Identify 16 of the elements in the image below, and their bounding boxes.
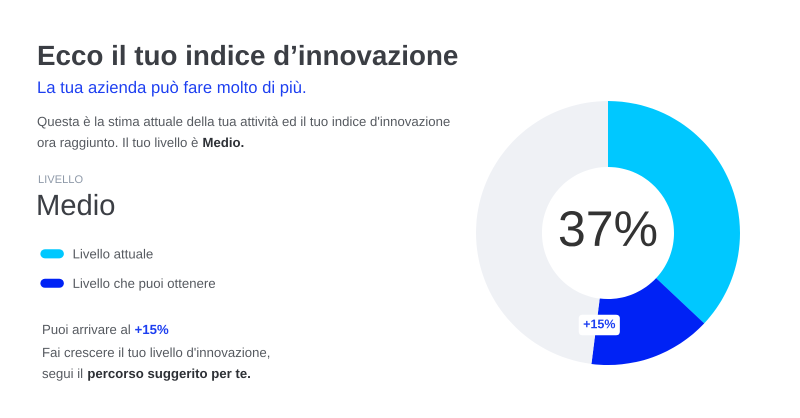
- text: percorso suggerito per te.: [88, 368, 250, 381]
- text: +15%: [135, 324, 168, 334]
- text: Puoi arrivare al: [43, 324, 130, 334]
- text: ora raggiunto. Il tuo livello è: [38, 137, 198, 150]
- legend-label: Livello attuale: [74, 248, 153, 259]
- text: LIVELLO: [38, 175, 83, 184]
- data-label: +15%: [584, 320, 616, 328]
- chart-title: Ecco il tuo indice d’innovazione: [38, 44, 458, 66]
- chart-subtitle: La tua azienda può fare molto di più.: [38, 80, 306, 96]
- text: Medio.: [203, 137, 244, 148]
- text: segui il: [42, 368, 82, 381]
- legend-label: Livello che puoi ottenere: [74, 278, 216, 291]
- text: Questa è la stima attuale della tua attività ed il tuo indice d'innovazione: [38, 116, 450, 128]
- text: 37%: [560, 211, 656, 246]
- text: Medio: [38, 194, 114, 216]
- text: Fai crescere il tuo livello d'innovazione,: [43, 347, 270, 359]
